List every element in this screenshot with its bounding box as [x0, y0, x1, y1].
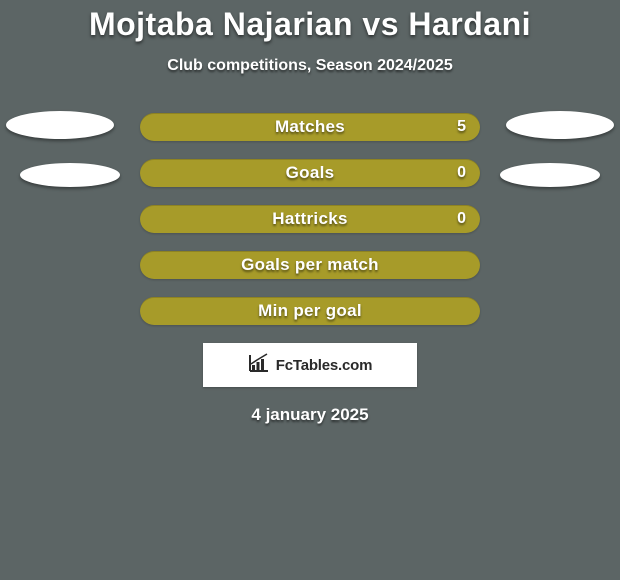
comparison-card: Mojtaba Najarian vs Hardani Club competi…: [0, 0, 620, 580]
stat-value: 0: [457, 164, 466, 182]
stat-bar: Goals per match: [140, 251, 480, 279]
stat-bar: Hattricks 0: [140, 205, 480, 233]
stat-value: 0: [457, 210, 466, 228]
subtitle: Club competitions, Season 2024/2025: [0, 57, 620, 75]
stat-value: 5: [457, 118, 466, 136]
stat-row: Hattricks 0: [0, 205, 620, 233]
stat-row: Min per goal: [0, 297, 620, 325]
stat-row: Goals 0: [0, 159, 620, 187]
stat-label: Matches: [275, 117, 345, 137]
logo-box: FcTables.com: [203, 343, 417, 387]
stat-rows: Matches 5 Goals 0 Hattricks 0 Goals per match M…: [0, 113, 620, 325]
stat-label: Goals: [286, 163, 335, 183]
stat-row: Goals per match: [0, 251, 620, 279]
stat-label: Hattricks: [272, 209, 347, 229]
player-right-oval: [506, 111, 614, 139]
logo-text: FcTables.com: [276, 357, 373, 374]
player-right-oval: [500, 163, 600, 187]
stat-bar: Goals 0: [140, 159, 480, 187]
logo-inner: FcTables.com: [248, 353, 373, 378]
date-label: 4 january 2025: [0, 405, 620, 425]
player-left-oval: [6, 111, 114, 139]
stat-label: Goals per match: [241, 255, 379, 275]
stat-label: Min per goal: [258, 301, 362, 321]
player-left-oval: [20, 163, 120, 187]
logo-chart-icon: [248, 353, 270, 378]
page-title: Mojtaba Najarian vs Hardani: [0, 0, 620, 43]
stat-bar: Matches 5: [140, 113, 480, 141]
stat-bar: Min per goal: [140, 297, 480, 325]
stat-row: Matches 5: [0, 113, 620, 141]
